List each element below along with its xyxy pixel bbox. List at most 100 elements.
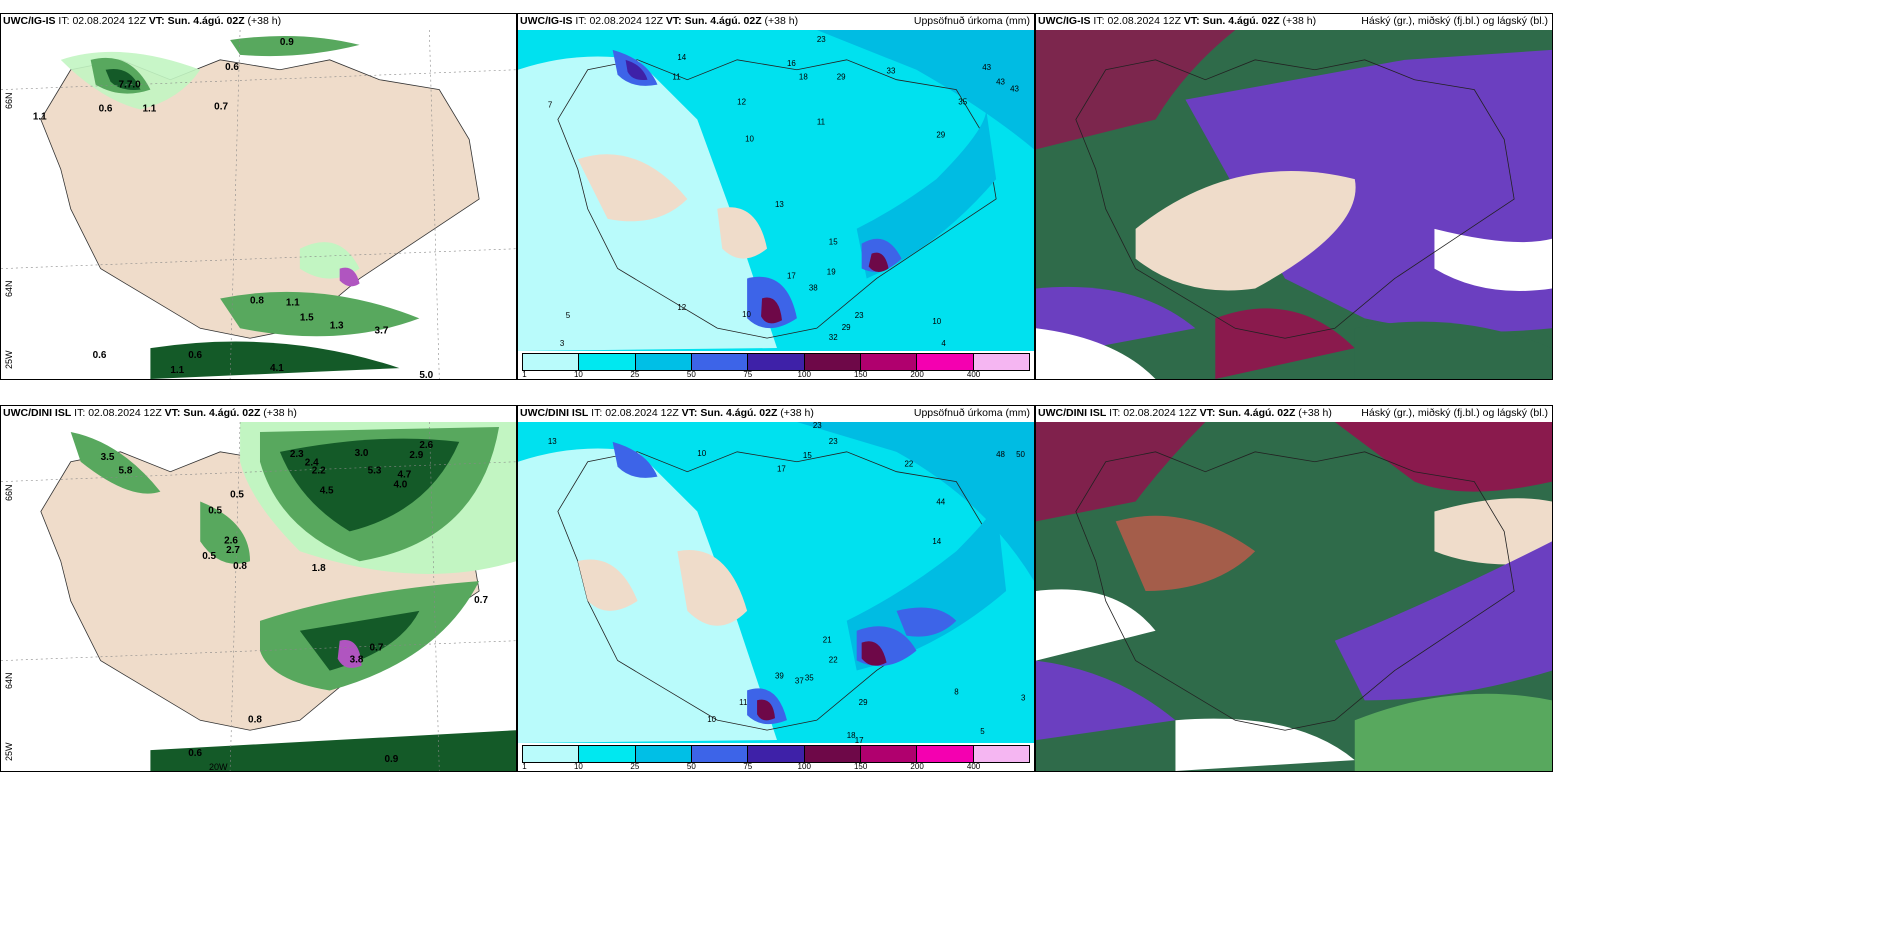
value-label: 10 [707,715,716,724]
value-label: 1.3 [330,320,344,331]
colorbar-tick-label: 10 [573,370,583,379]
value-label: 29 [859,698,868,707]
colorbar-swatch [748,354,805,370]
value-label: 3 [1021,693,1026,702]
map-panel-igis-clouds: UWC/IG-IS IT: 02.08.2024 12Z VT: Sun. 4.… [1035,13,1553,380]
lat-label: 66N [4,92,14,109]
value-label: 11 [672,73,681,82]
colorbar-tick-label: 400 [966,370,981,379]
value-label: 0.7 [214,102,228,113]
value-label: 0.5 [208,505,222,516]
value-label: 48 [996,450,1005,459]
colorbar-tick-label: 200 [910,762,924,771]
lat-label: 64N [4,280,14,297]
value-label: 4.0 [393,480,407,491]
value-label: 5.8 [119,466,133,477]
value-label: 18 [799,73,808,82]
value-label: 38 [809,283,818,292]
value-label: 3.7 [375,325,389,336]
value-label: 1.8 [312,563,326,574]
value-label: 50 [1016,450,1025,459]
accum-precip-map: 13 10 23 23 15 17 22 48 50 44 14 21 22 3… [518,422,1034,743]
value-label: 10 [745,134,754,143]
lon-label: 25W [4,742,14,761]
colorbar-swatch [691,746,749,762]
value-label: 5.3 [368,466,382,477]
colorbar-swatch [804,746,861,762]
colorbar-swatch [635,354,692,370]
colorbar-swatch [579,354,636,370]
colorbar-tick-label: 100 [797,762,811,771]
value-label: 19 [827,267,836,276]
value-label: 0.5 [202,551,216,562]
value-label: 3.0 [355,448,369,459]
colorbar-swatch [860,746,918,762]
colorbar-swatch [860,354,918,370]
value-label: 0.8 [248,714,262,725]
value-label: 17 [855,736,864,743]
value-label: 7 [548,101,553,110]
panel-subtitle: Uppsöfnuð úrkoma (mm) [913,15,1030,27]
value-label: 7.7.0 [119,80,142,91]
colorbar: 1 10 25 50 75 100 150 200 400 [518,743,1034,771]
value-label: 29 [936,130,945,139]
value-label: 1.1 [142,104,156,115]
value-label: 3 [560,339,565,348]
value-label: 43 [982,63,991,72]
value-label: 5 [980,727,985,736]
value-label: 16 [787,59,796,68]
colorbar-tick-label: 1 [522,370,527,379]
value-label: 1.1 [286,297,300,308]
colorbar-tick-label: 75 [743,370,753,379]
value-label: 0.9 [385,754,399,765]
lon-label: 25W [4,350,14,369]
colorbar-swatch [523,746,580,762]
map-panel-dini-precip-rate: UWC/DINI ISL IT: 02.08.2024 12Z VT: Sun.… [0,405,517,772]
value-label: 2.4 [305,458,319,469]
map-panel-dini-clouds: UWC/DINI ISL IT: 02.08.2024 12Z VT: Sun.… [1035,405,1553,772]
panel-title: UWC/DINI ISL IT: 02.08.2024 12Z VT: Sun.… [3,407,297,419]
panel-subtitle: Háský (gr.), miðský (fj.bl.) og lágský (… [1361,407,1548,419]
precip-rate-map: 3.5 5.8 2.3 2.4 2.2 3.0 2.9 2.6 4.5 5.3 … [1,422,516,771]
value-label: 32 [829,333,838,342]
value-label: 0.7 [474,595,488,606]
value-label: 4 [941,339,946,348]
panel-title: UWC/DINI ISL IT: 02.08.2024 12Z VT: Sun.… [520,407,814,419]
colorbar-swatch [691,354,749,370]
colorbar-swatch [635,746,692,762]
value-label: 0.7 [370,643,384,654]
map-panel-igis-precip-rate: UWC/IG-IS IT: 02.08.2024 12Z VT: Sun. 4.… [0,13,517,380]
colorbar-tick-label: 25 [630,370,640,379]
colorbar-tick-label: 25 [630,762,640,771]
value-label: 3.8 [350,655,364,666]
value-label: 2.6 [419,440,433,451]
lon-label: 20W [209,762,228,772]
value-label: 23 [829,437,838,446]
value-label: 8 [954,687,959,696]
value-label: 10 [742,310,751,319]
value-label: 11 [739,698,748,707]
value-label: 21 [823,636,832,645]
panel-title: UWC/IG-IS IT: 02.08.2024 12Z VT: Sun. 4.… [520,15,799,27]
value-label: 11 [817,117,826,126]
colorbar-swatch [973,746,1029,762]
value-label: 4.1 [270,363,284,374]
panel-subtitle: Uppsöfnuð úrkoma (mm) [913,407,1030,419]
value-label: 15 [829,238,838,247]
value-label: 5.0 [419,370,433,379]
value-label: 1.1 [33,111,47,122]
value-label: 14 [932,537,941,546]
colorbar-swatch [917,354,974,370]
colorbar-swatch [748,746,805,762]
value-label: 2.7 [226,545,240,556]
colorbar-tick-label: 50 [686,762,696,771]
value-label: 23 [817,35,826,44]
value-label: 4.5 [320,486,334,497]
value-label: 29 [842,323,851,332]
colorbar-swatch [917,746,974,762]
accum-precip-map: 14 11 16 23 18 29 33 43 43 43 35 12 10 1… [518,30,1034,351]
value-label: 39 [775,671,784,680]
value-label: 2.3 [290,449,304,460]
value-label: 33 [887,67,896,76]
value-label: 43 [1010,85,1019,94]
